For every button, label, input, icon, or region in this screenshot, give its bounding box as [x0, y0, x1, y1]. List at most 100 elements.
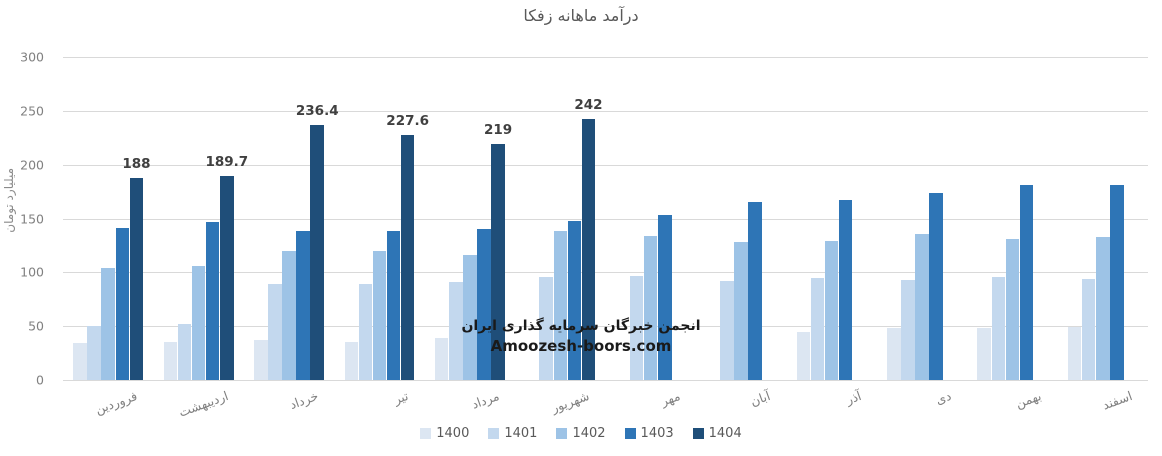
bar-group	[696, 57, 786, 380]
bar-1400-اسفند[interactable]	[1067, 327, 1082, 380]
bar-data-label: 189.7	[205, 153, 249, 170]
legend-item-1404[interactable]: 1404	[692, 426, 742, 441]
bar-1401-شهریور[interactable]	[539, 276, 553, 380]
bar-1401-آبان[interactable]	[720, 280, 734, 380]
bar-1402-اسفند[interactable]	[1096, 236, 1110, 380]
bar-group: 189.7	[153, 57, 248, 380]
bar-1403-مهر[interactable]	[658, 215, 672, 380]
x-axis-tick-label: مرداد	[469, 388, 502, 412]
bar-1404-مرداد[interactable]	[491, 144, 505, 380]
bar-group	[606, 57, 696, 380]
bar-1404-خرداد[interactable]	[310, 125, 324, 380]
legend-label: 1403	[640, 426, 674, 441]
bar-1402-شهریور[interactable]	[553, 231, 568, 380]
bar-1402-مرداد[interactable]	[463, 255, 477, 380]
gridline	[63, 272, 1148, 274]
bar-1404-شهریور[interactable]	[581, 119, 596, 380]
bar-1400-تیر[interactable]	[344, 342, 358, 380]
bar-data-label: 242	[574, 97, 603, 114]
bar-1401-مهر[interactable]	[629, 275, 644, 380]
bar-1401-تیر[interactable]	[358, 284, 373, 380]
bar-1402-آذر[interactable]	[824, 241, 839, 380]
plot-area: 0 50 100 150 200 250 300 188 189.7 236.4 227.6 219 2…	[20, 50, 1148, 388]
legend-item-1402[interactable]: 1402	[556, 426, 606, 441]
x-axis-tick-label: اسفند	[1100, 388, 1134, 413]
bar-1402-بهمن[interactable]	[1005, 238, 1020, 380]
bar-1400-فروردین[interactable]	[73, 343, 87, 380]
bar-1400-مرداد[interactable]	[434, 338, 449, 380]
bar-1400-آذر[interactable]	[796, 331, 811, 380]
legend-label: 1401	[504, 426, 538, 441]
legend-item-1403[interactable]: 1403	[624, 426, 674, 441]
bar-data-label: 188	[122, 155, 151, 172]
bar-1401-فروردین[interactable]	[87, 326, 101, 380]
bar-1402-اردیبهشت[interactable]	[191, 265, 206, 380]
gridline	[63, 218, 1148, 220]
bar-data-label: 227.6	[386, 112, 430, 129]
legend-swatch-icon	[692, 428, 704, 439]
bar-1402-آبان[interactable]	[734, 242, 748, 380]
legend-item-1400[interactable]: 1400	[420, 426, 469, 441]
bar-1402-مهر[interactable]	[643, 235, 658, 380]
bar-1402-تیر[interactable]	[372, 250, 387, 380]
bar-1403-تیر[interactable]	[386, 231, 401, 380]
bar-group	[786, 57, 876, 380]
bar-data-label: 219	[483, 122, 513, 139]
bar-group	[967, 57, 1057, 380]
legend-swatch-icon	[488, 428, 500, 439]
bar-1401-اردیبهشت[interactable]	[177, 324, 192, 380]
bar-1402-خرداد[interactable]	[282, 250, 296, 380]
bar-1403-دی[interactable]	[929, 192, 943, 380]
bar-1403-خرداد[interactable]	[296, 231, 310, 380]
gridline	[63, 164, 1148, 166]
bar-1401-آذر[interactable]	[810, 277, 825, 380]
y-axis-tick-label: 100	[20, 264, 44, 280]
bar-1403-شهریور[interactable]	[567, 220, 582, 380]
gridline	[63, 380, 1148, 381]
y-axis-tick-label: 150	[20, 211, 44, 226]
legend-label: 1400	[436, 426, 470, 441]
y-axis-tick-label: 200	[20, 157, 44, 173]
legend-swatch-icon	[420, 428, 432, 439]
bar-group: 188	[63, 57, 153, 380]
bar-1404-تیر[interactable]	[400, 134, 415, 380]
bar-1403-فروردین[interactable]	[115, 228, 130, 380]
x-axis-tick-label: آذر	[843, 388, 863, 408]
x-axis-tick-label: تیر	[392, 388, 411, 407]
x-axis-tick-label: اردیبهشت	[176, 388, 230, 420]
bar-1400-دی[interactable]	[887, 328, 901, 380]
bar-1404-فروردین[interactable]	[129, 177, 144, 380]
y-axis-tick-label: 0	[36, 372, 44, 388]
bar-1404-اردیبهشت[interactable]	[220, 175, 234, 380]
bar-1402-دی[interactable]	[915, 233, 929, 380]
bar-1403-آذر[interactable]	[838, 200, 853, 380]
bar-1400-اردیبهشت[interactable]	[163, 342, 178, 380]
bar-1401-بهمن[interactable]	[991, 276, 1005, 380]
bar-1403-بهمن[interactable]	[1019, 185, 1034, 380]
bar-1401-مرداد[interactable]	[449, 282, 463, 380]
bar-1403-آبان[interactable]	[748, 202, 762, 380]
x-axis-tick-label: فروردین	[93, 388, 140, 417]
bar-1402-فروردین[interactable]	[101, 268, 115, 380]
y-axis-tick-label: 50	[28, 318, 44, 334]
bar-1401-اسفند[interactable]	[1081, 278, 1096, 380]
bar-1403-مرداد[interactable]	[477, 229, 491, 380]
gridline	[63, 110, 1148, 112]
bar-group: 219	[425, 57, 515, 380]
legend-item-1401[interactable]: 1401	[488, 426, 537, 441]
bar-1403-اردیبهشت[interactable]	[205, 221, 220, 380]
legend-swatch-icon	[624, 428, 636, 439]
x-axis-tick-label: آبان	[748, 388, 773, 409]
bar-group	[877, 57, 967, 380]
bar-group: 242	[515, 57, 605, 380]
chart-legend: 1400 1401 1402 1403 1404	[0, 426, 1162, 441]
legend-label: 1402	[572, 426, 606, 441]
bar-1401-دی[interactable]	[901, 279, 915, 380]
x-axis-tick-label: خرداد	[287, 388, 321, 413]
bar-1401-خرداد[interactable]	[268, 284, 282, 380]
x-axis-tick-label: دی	[933, 388, 954, 408]
bar-1403-اسفند[interactable]	[1110, 185, 1124, 380]
bar-1400-خرداد[interactable]	[254, 340, 268, 380]
bar-1400-بهمن[interactable]	[977, 328, 991, 380]
